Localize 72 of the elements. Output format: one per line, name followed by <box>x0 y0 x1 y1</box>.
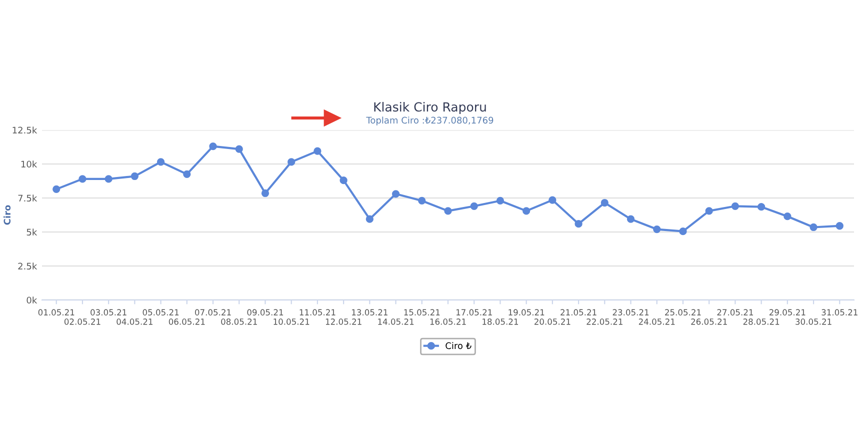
point <box>679 228 687 236</box>
x-tick-label: 22.05.21 <box>586 318 622 325</box>
point <box>810 223 818 232</box>
x-tick-label: 10.05.21 <box>274 318 310 325</box>
x-tick-label: 18.05.21 <box>482 318 518 325</box>
point <box>78 175 86 183</box>
y-tick-label: 2.5k <box>18 262 38 270</box>
point <box>418 196 426 205</box>
y-tick-label: 5k <box>26 228 38 236</box>
point <box>522 207 530 215</box>
x-tick-label: 25.05.21 <box>665 309 701 316</box>
point <box>626 215 635 223</box>
x-tick-label: 04.05.21 <box>116 318 152 325</box>
x-tick-label: 21.05.21 <box>560 309 596 316</box>
point <box>156 158 165 166</box>
x-tick-label: 01.05.21 <box>38 309 74 316</box>
point <box>52 185 60 193</box>
y-tick-label: 10k <box>21 160 38 168</box>
x-tick-label: 07.05.21 <box>195 309 231 316</box>
x-tick-label: 02.05.21 <box>64 318 100 325</box>
x-tick-label: 13.05.21 <box>352 309 388 316</box>
point <box>757 203 766 211</box>
x-tick-label: 17.05.21 <box>456 309 492 316</box>
point <box>470 202 478 210</box>
point <box>209 142 217 150</box>
point <box>288 158 296 166</box>
point <box>574 220 582 228</box>
x-tick-label: 29.05.21 <box>769 309 806 316</box>
point <box>548 196 556 204</box>
x-tick-label: 06.05.21 <box>168 318 205 325</box>
point <box>130 172 139 180</box>
x-tick-label: 31.05.21 <box>822 309 858 316</box>
x-tick-label: 15.05.21 <box>404 309 440 316</box>
point <box>496 196 504 205</box>
chart-title: Klasik Ciro Raporu <box>374 102 486 114</box>
y-tick-label: 7.5k <box>18 194 38 202</box>
x-tick-label: 19.05.21 <box>508 309 544 316</box>
x-tick-label: 30.05.21 <box>796 318 832 325</box>
x-tick-label: 24.05.21 <box>638 318 675 325</box>
point <box>340 176 348 184</box>
y-axis-title: Ciro <box>4 205 11 225</box>
y-tick-label: 12.5k <box>12 126 38 134</box>
point <box>314 147 322 155</box>
point <box>183 170 191 178</box>
chart-subtitle: Toplam Ciro :₺237.080,1769 <box>366 116 494 126</box>
point <box>600 198 608 207</box>
x-tick-label: 26.05.21 <box>691 318 727 325</box>
x-tick-label: 11.05.21 <box>300 309 336 316</box>
x-tick-label: 16.05.21 <box>430 318 466 325</box>
point <box>235 145 243 153</box>
point <box>836 222 844 230</box>
point <box>653 225 661 234</box>
x-tick-label: 27.05.21 <box>717 309 753 316</box>
point <box>366 215 374 223</box>
legend-label: Ciro ₺ <box>446 342 472 350</box>
x-tick-label: 28.05.21 <box>743 318 780 325</box>
x-tick-label: 12.05.21 <box>326 318 362 325</box>
x-tick-label: 08.05.21 <box>221 318 257 325</box>
point <box>104 175 112 183</box>
x-tick-label: 14.05.21 <box>378 318 414 325</box>
point <box>261 189 270 198</box>
point <box>444 207 452 215</box>
x-tick-label: 23.05.21 <box>612 309 649 316</box>
x-tick-label: 05.05.21 <box>142 309 179 316</box>
point <box>784 212 792 220</box>
y-tick-label: 0k <box>26 296 38 304</box>
point <box>705 207 713 215</box>
x-tick-label: 03.05.21 <box>90 309 126 316</box>
point <box>392 190 400 198</box>
x-tick-label: 20.05.21 <box>534 318 570 325</box>
x-tick-label: 09.05.21 <box>247 309 284 316</box>
point <box>731 202 740 210</box>
